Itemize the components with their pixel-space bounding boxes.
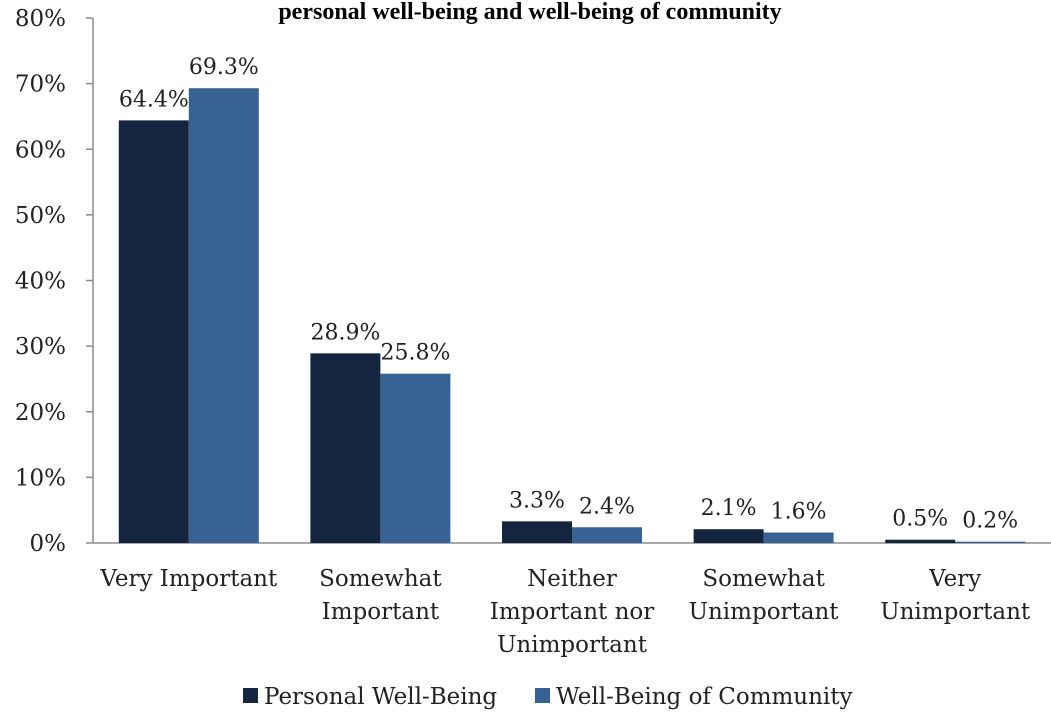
data-label: 25.8% — [380, 341, 450, 366]
data-label: 1.6% — [771, 500, 827, 525]
data-label: 69.3% — [189, 55, 259, 80]
category-label: Very — [928, 566, 981, 592]
chart-title: personal well-being and well-being of co… — [278, 0, 781, 25]
data-label: 2.1% — [701, 496, 757, 521]
category-label: Very Important — [99, 566, 278, 592]
bar — [955, 541, 1026, 543]
bar — [118, 120, 189, 543]
category-label: Somewhat — [702, 566, 825, 592]
bar — [693, 529, 764, 543]
bar — [310, 353, 381, 543]
bar — [188, 88, 259, 543]
category-label: Important nor — [490, 599, 654, 625]
legend-swatch — [535, 688, 550, 703]
category-labels: Very Important Somewhat Important Neither Im… — [99, 566, 1031, 658]
bar — [502, 521, 572, 543]
data-label: 28.9% — [310, 320, 380, 345]
data-label: 64.4% — [119, 87, 189, 112]
legend: Personal Well-Being Well-Being of Communi… — [243, 684, 853, 710]
bars — [118, 88, 1026, 543]
legend-label: Well-Being of Community — [556, 684, 853, 710]
category-label: Neither — [527, 566, 617, 592]
category-label: Somewhat — [319, 566, 442, 592]
data-label: 2.4% — [579, 494, 635, 519]
y-tick-label: 10% — [15, 465, 66, 491]
bar — [763, 532, 834, 543]
bar — [885, 539, 956, 543]
legend-swatch — [243, 688, 258, 703]
y-tick-label: 20% — [15, 400, 66, 426]
legend-label: Personal Well-Being — [264, 684, 497, 710]
y-tick-label: 60% — [15, 137, 66, 163]
y-tick-label: 30% — [15, 334, 66, 360]
category-label: Important — [322, 599, 440, 625]
y-axis-ticks: 0% 10% 20% 30% 40% 50% 60% 70% 80% — [15, 6, 93, 557]
data-label: 0.2% — [962, 509, 1018, 534]
bar — [572, 527, 642, 543]
y-tick-label: 50% — [15, 203, 66, 229]
bar — [380, 373, 451, 543]
data-labels: 64.4%69.3% 28.9%25.8% 3.3% 2.4% 2.1% 1.6% 0.5%… — [119, 55, 1018, 533]
category-label: Unimportant — [497, 632, 648, 658]
y-tick-label: 0% — [30, 531, 67, 557]
y-tick-label: 70% — [15, 72, 66, 98]
category-label: Unimportant — [880, 599, 1031, 625]
data-label: 0.5% — [892, 507, 948, 532]
y-tick-label: 80% — [15, 6, 66, 32]
category-label: Unimportant — [689, 599, 840, 625]
data-label: 3.3% — [509, 488, 565, 513]
y-tick-label: 40% — [15, 269, 66, 295]
